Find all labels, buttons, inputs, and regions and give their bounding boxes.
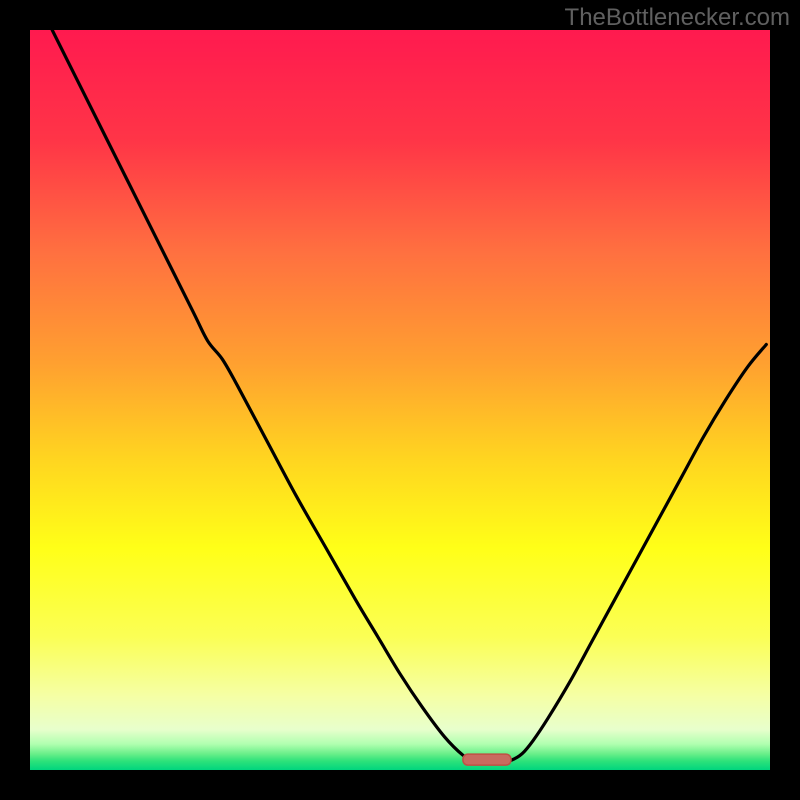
watermark-text: TheBottlenecker.com	[565, 4, 790, 32]
chart-background	[30, 30, 770, 770]
optimal-range-marker	[463, 754, 511, 765]
chart-plot-area	[30, 30, 770, 770]
chart-svg	[30, 30, 770, 770]
